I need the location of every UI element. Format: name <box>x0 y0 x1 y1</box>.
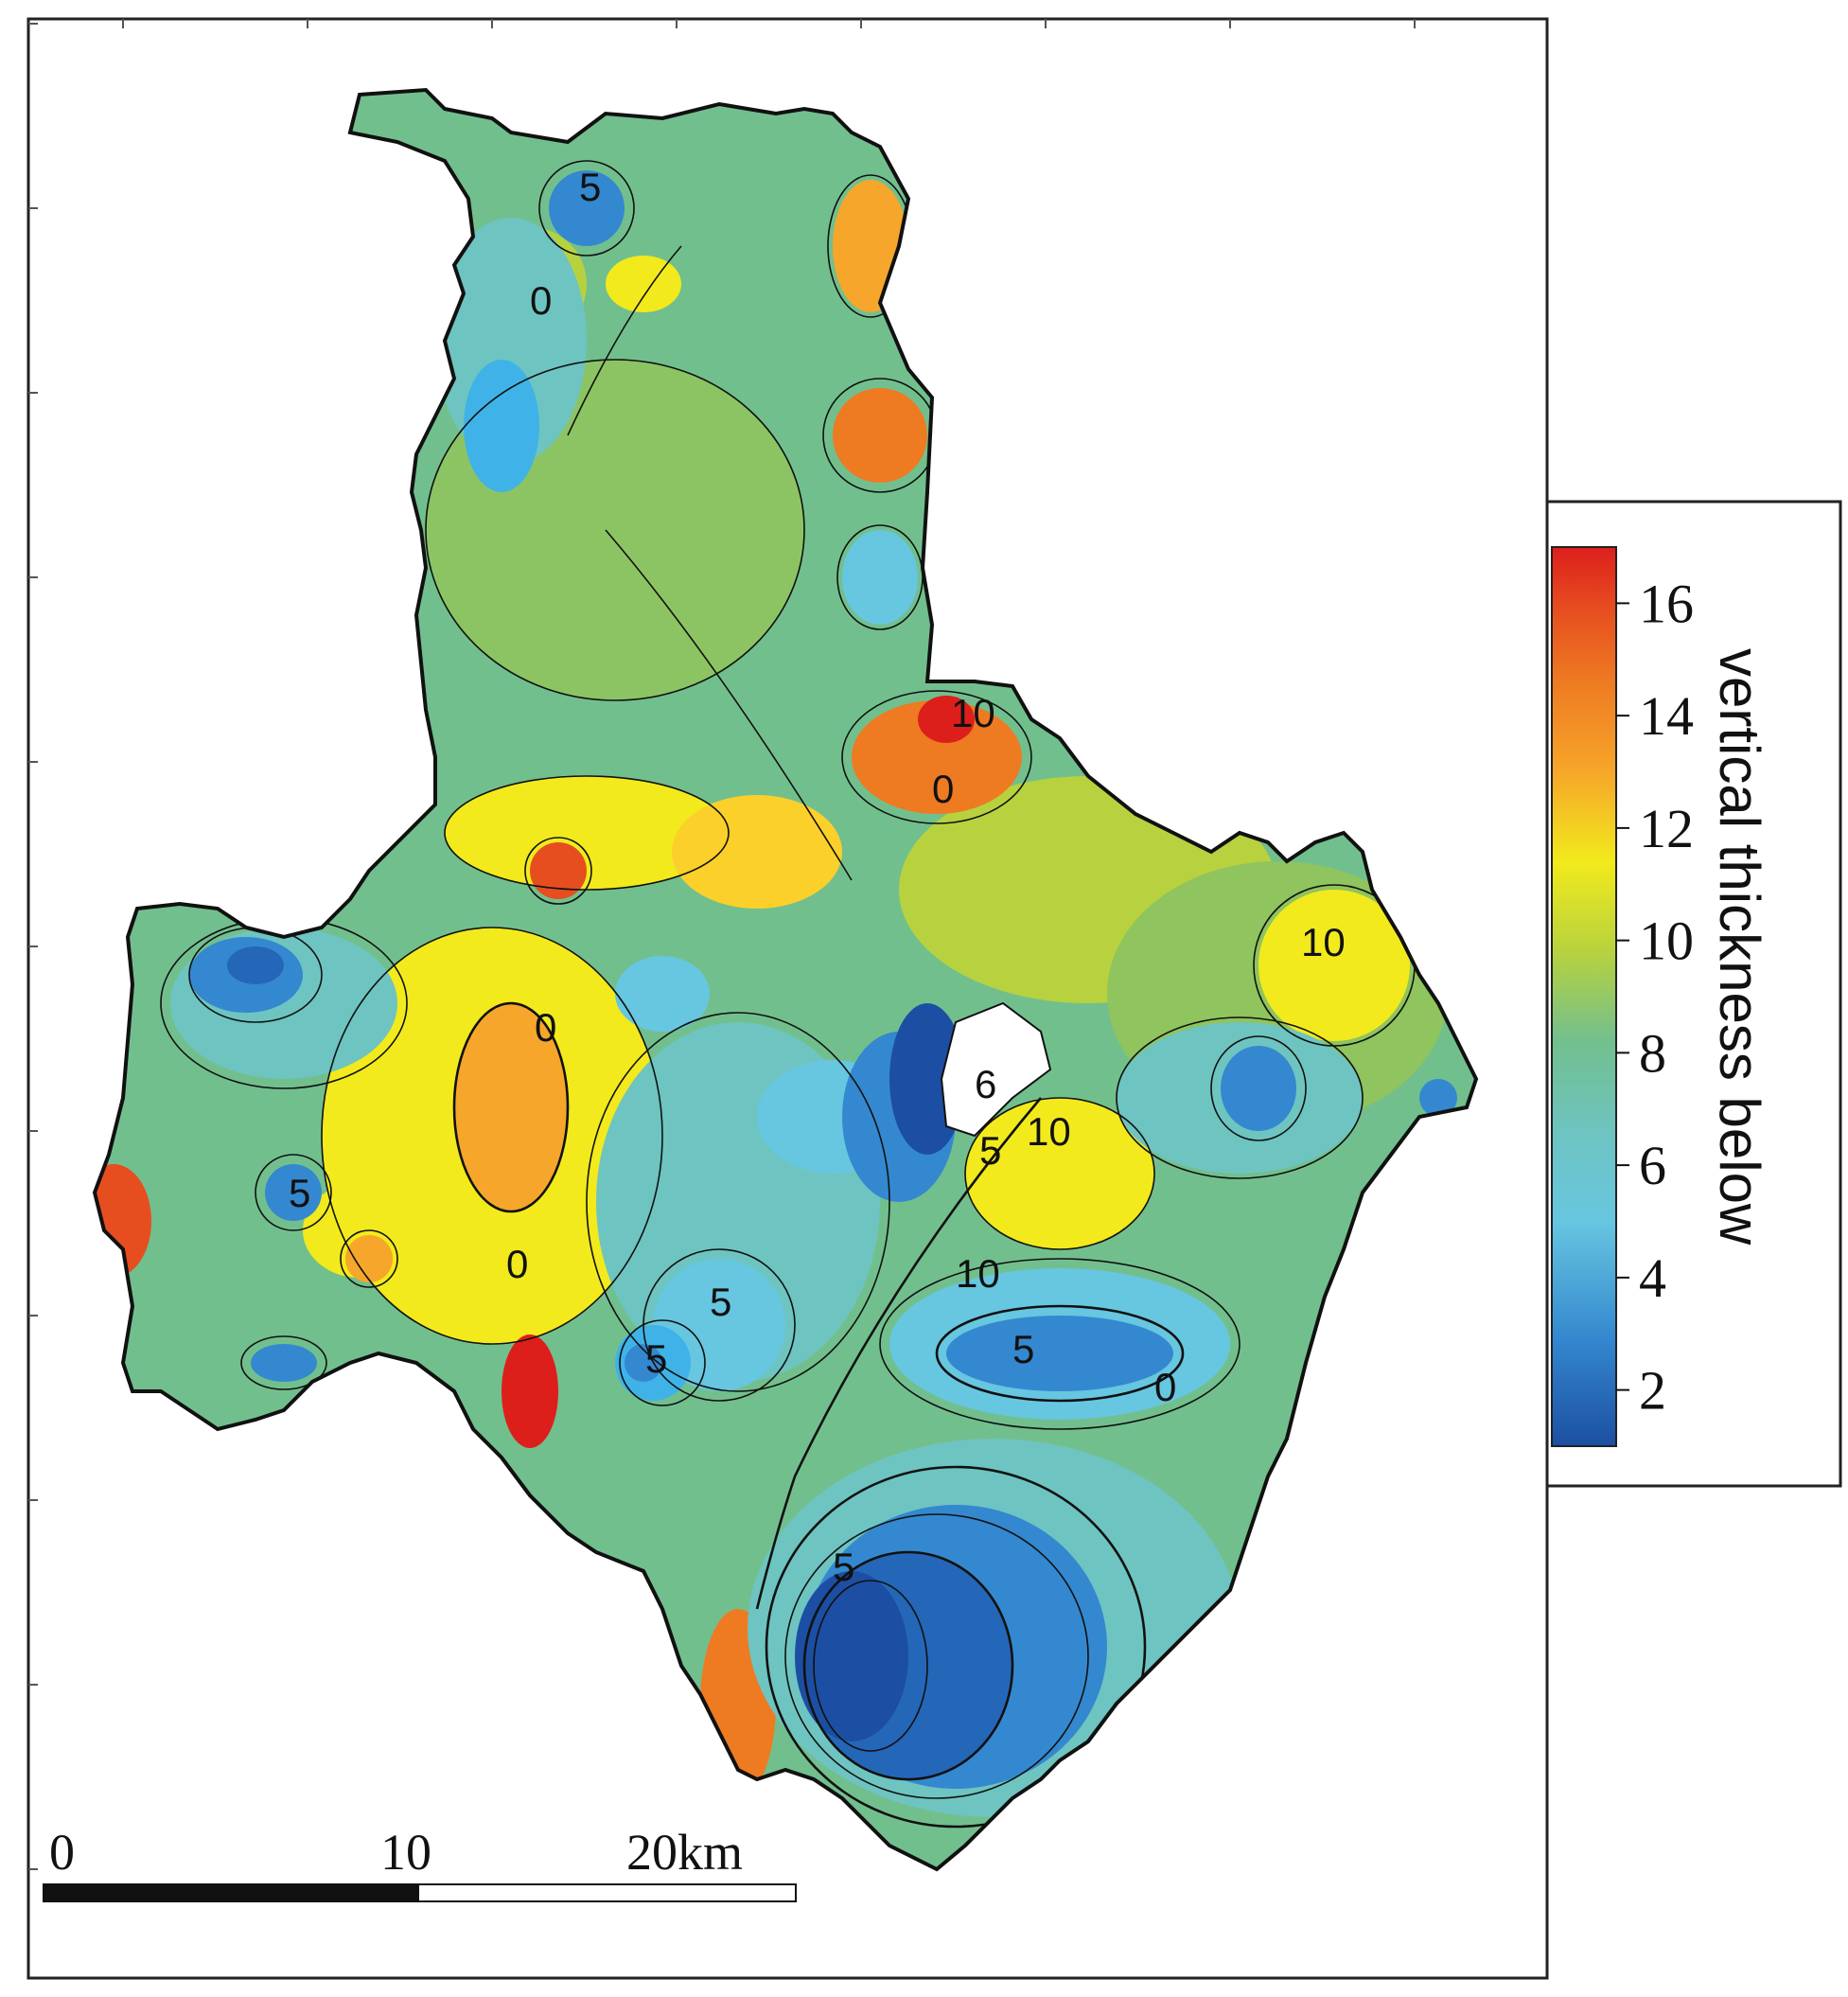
scale-label-0: 0 <box>49 1824 75 1881</box>
legend-title: vertical thickness below <box>1708 648 1771 1246</box>
contour-label: 10 <box>956 1251 1000 1296</box>
contour-label: 5 <box>289 1171 310 1215</box>
legend-tick-label: 2 <box>1639 1360 1666 1422</box>
scale-bar: 0 10 20km <box>43 1824 797 1902</box>
legend: 16 14 12 10 8 6 4 2 vertical thickness below <box>1545 500 1842 1488</box>
contour-label: 0 <box>932 767 954 811</box>
scale-bar-filled-segment <box>44 1884 419 1901</box>
scale-label-20km: 20km <box>626 1824 743 1881</box>
legend-tick-label: 6 <box>1639 1135 1666 1196</box>
contour-label: 5 <box>1012 1327 1034 1371</box>
contour-label: 0 <box>1154 1365 1176 1409</box>
contour-label: 5 <box>579 165 601 209</box>
contour-label: 5 <box>645 1336 667 1381</box>
contour-label: 5 <box>979 1128 1001 1173</box>
contour-label: 10 <box>951 691 995 735</box>
contour-label: 5 <box>710 1280 731 1324</box>
legend-colorbar <box>1551 546 1617 1447</box>
contour-label: 5 <box>833 1545 854 1589</box>
contour-label: 0 <box>506 1242 528 1286</box>
legend-tick-label: 10 <box>1639 910 1694 972</box>
legend-tick-label: 4 <box>1639 1247 1666 1309</box>
contour-label: 10 <box>1027 1109 1071 1154</box>
legend-tick-label: 8 <box>1639 1022 1666 1084</box>
scale-label-10: 10 <box>380 1824 431 1881</box>
legend-tick-label: 14 <box>1639 685 1694 747</box>
frame-ticks <box>28 19 1416 1870</box>
contour-label: 6 <box>975 1062 996 1106</box>
contour-label: 0 <box>530 278 552 323</box>
contour-label: 0 <box>535 1005 556 1050</box>
legend-tick-label: 16 <box>1639 573 1694 634</box>
legend-tick-label: 12 <box>1639 798 1694 859</box>
legend-ticks: 16 14 12 10 8 6 4 2 <box>1616 573 1694 1422</box>
contour-label: 10 <box>1301 920 1346 964</box>
